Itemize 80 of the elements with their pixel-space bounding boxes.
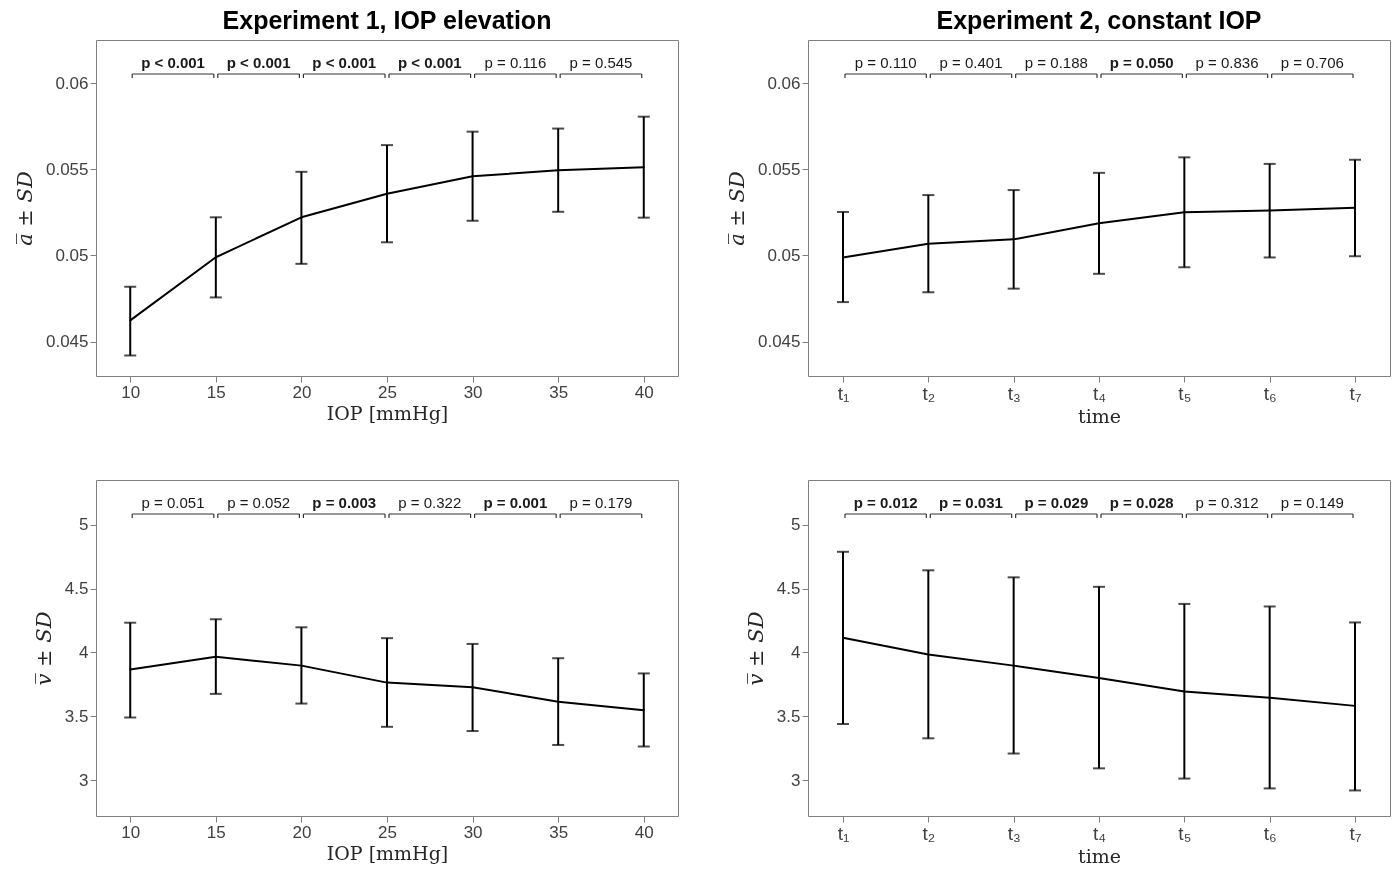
y-axis-title: v̅ ± SD (743, 611, 768, 686)
y-tick-label: 5 (791, 515, 801, 535)
annotation: p = 0.149 (1280, 494, 1344, 511)
annotation: p = 0.001 (483, 494, 548, 511)
x-tick-label: t₇ (1349, 822, 1362, 844)
y-tick-label: 0.045 (757, 332, 801, 352)
x-tick-label: 15 (206, 382, 226, 402)
annotation: p = 0.836 (1195, 54, 1259, 71)
x-tick-label: t₃ (1007, 822, 1021, 844)
y-axis-title: a̅ ± SD (724, 171, 749, 246)
y-tick-label: 4.5 (64, 579, 89, 599)
annotation: p = 0.401 (939, 54, 1003, 71)
annotation: p = 0.050 (1109, 54, 1174, 71)
annotation: p = 0.322 (398, 494, 462, 511)
y-tick-label: 0.05 (767, 245, 801, 265)
x-tick-label: t₁ (837, 382, 850, 404)
y-tick-label: 4 (79, 642, 89, 662)
x-tick-label: 35 (549, 822, 569, 842)
x-tick-label: t₄ (1092, 822, 1107, 844)
annotation: p = 0.028 (1109, 494, 1174, 511)
x-tick-label: t₄ (1092, 382, 1107, 404)
y-tick-label: 3 (791, 770, 801, 790)
x-tick-label: 25 (378, 382, 397, 402)
y-tick-label: 3 (79, 770, 89, 790)
y-tick-label: 0.05 (55, 245, 89, 265)
x-tick-label: t₅ (1178, 382, 1192, 404)
annotation: p < 0.001 (226, 54, 291, 71)
annotation: p = 0.706 (1280, 54, 1344, 71)
annotation: p = 0.031 (939, 494, 1003, 511)
annotation: p = 0.179 (569, 494, 633, 511)
x-axis-title: IOP [mmHg] (326, 401, 449, 424)
annotation: p = 0.545 (569, 54, 633, 71)
y-tick-label: 0.06 (55, 73, 89, 93)
y-tick-label: 4 (791, 642, 801, 662)
x-tick-label: t₇ (1349, 382, 1362, 404)
annotation: p = 0.012 (853, 494, 918, 511)
x-tick-label: t₆ (1263, 382, 1277, 404)
y-tick-label: 0.06 (767, 73, 801, 93)
y-tick-label: 0.055 (757, 159, 801, 179)
x-tick-label: 20 (292, 822, 312, 842)
annotation: p < 0.001 (397, 54, 462, 71)
annotation: p = 0.110 (854, 54, 917, 71)
y-tick-label: 4.5 (776, 579, 801, 599)
x-tick-label: 30 (463, 822, 483, 842)
y-tick-label: 5 (79, 515, 89, 535)
y-tick-label: 0.045 (45, 332, 89, 352)
x-axis-title: time (1078, 844, 1121, 867)
annotation: p = 0.003 (312, 494, 377, 511)
y-tick-label: 3.5 (64, 706, 89, 726)
x-tick-label: 35 (549, 382, 569, 402)
y-axis-title: v̅ ± SD (31, 611, 56, 686)
x-tick-label: t₂ (922, 382, 936, 404)
x-tick-label: 15 (206, 822, 226, 842)
y-tick-label: 0.055 (45, 159, 89, 179)
x-tick-label: 40 (634, 382, 654, 402)
annotation: p < 0.001 (312, 54, 377, 71)
x-axis-title: IOP [mmHg] (326, 841, 449, 864)
x-tick-label: t₁ (837, 822, 850, 844)
y-tick-label: 3.5 (776, 706, 801, 726)
y-axis-title: a̅ ± SD (12, 171, 37, 246)
x-tick-label: 25 (378, 822, 397, 842)
annotation: p = 0.188 (1024, 54, 1088, 71)
x-tick-label: t₅ (1178, 822, 1192, 844)
annotation: p = 0.116 (484, 54, 547, 71)
x-tick-label: 10 (121, 382, 141, 402)
x-tick-label: 10 (121, 822, 141, 842)
x-tick-label: 20 (292, 382, 312, 402)
annotation: p = 0.052 (227, 494, 291, 511)
x-tick-label: 40 (634, 822, 654, 842)
chart-title: Experiment 2, constant IOP (936, 6, 1262, 34)
x-tick-label: t₂ (922, 822, 936, 844)
chart-title: Experiment 1, IOP elevation (222, 6, 552, 34)
annotation: p = 0.051 (141, 494, 205, 511)
annotation: p = 0.029 (1024, 494, 1089, 511)
annotation: p = 0.312 (1195, 494, 1259, 511)
annotation: p < 0.001 (141, 54, 205, 71)
x-tick-label: t₆ (1263, 822, 1277, 844)
x-axis-title: time (1078, 404, 1121, 427)
x-tick-label: 30 (463, 382, 483, 402)
x-tick-label: t₃ (1007, 382, 1021, 404)
